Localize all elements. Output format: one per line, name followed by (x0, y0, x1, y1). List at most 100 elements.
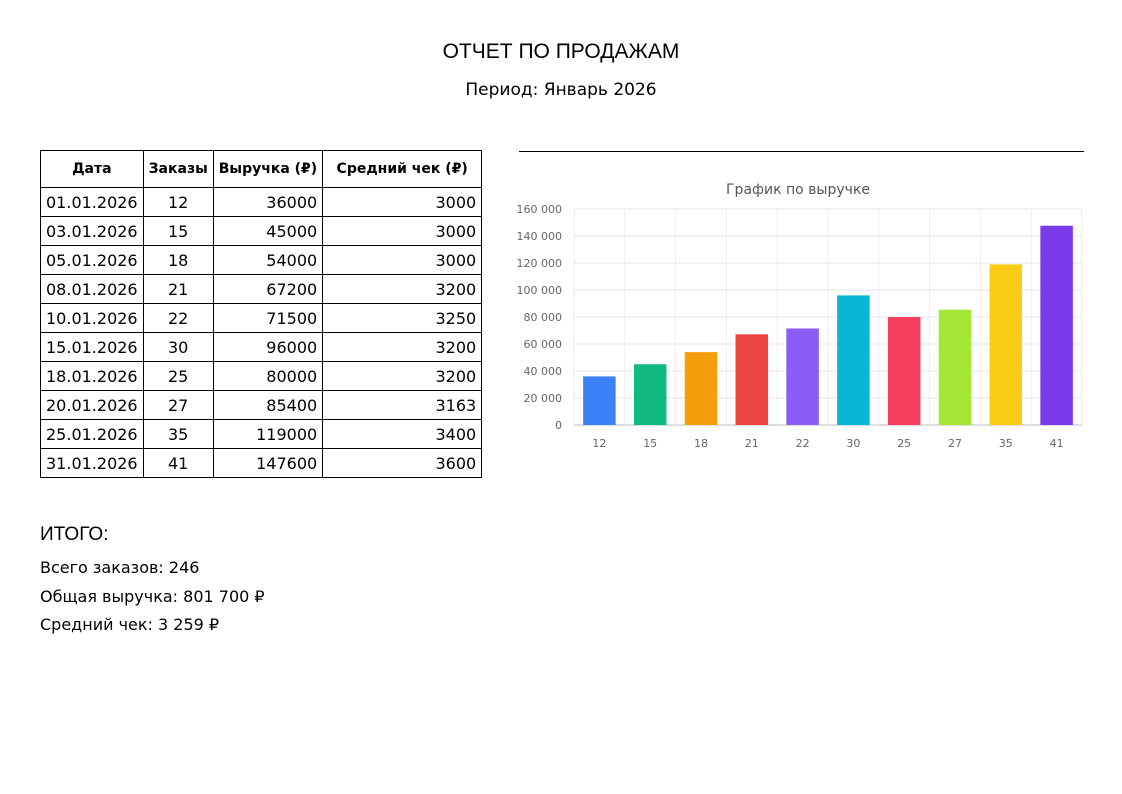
cell-average-check: 3250 (322, 303, 483, 333)
header-average-check: Средний чек (₽) (322, 150, 483, 188)
cell-date: 18.01.2026 (40, 361, 144, 391)
chart-bars (583, 225, 1073, 425)
bar-15 (633, 364, 667, 425)
cell-revenue: 119000 (212, 419, 324, 449)
cell-average-check: 3000 (322, 187, 483, 217)
cell-revenue: 67200 (212, 274, 324, 304)
bar-22 (786, 328, 819, 425)
bar-30 (837, 295, 870, 425)
chart-title: График по выручке (726, 182, 870, 198)
y-tick-label: 120 000 (517, 257, 563, 270)
table-row: 10.01.2026 22 71500 3250 (40, 303, 483, 333)
report-title: ОТЧЕТ ПО ПРОДАЖАМ (442, 40, 680, 63)
bar-25 (887, 317, 921, 425)
cell-date: 08.01.2026 (40, 274, 144, 304)
chart-grid (573, 208, 1083, 426)
chart-y-axis: 0 20 000 40 000 60 000 80 000 100 000 120 000 1… (517, 203, 563, 432)
y-tick-label: 0 (555, 419, 562, 432)
cell-revenue: 85400 (212, 390, 324, 420)
cell-revenue: 36000 (212, 187, 324, 217)
cell-date: 03.01.2026 (40, 216, 144, 246)
table-row: 15.01.2026 30 96000 3200 (40, 332, 483, 362)
summary-total-orders: Всего заказов: 246 (40, 558, 200, 577)
cell-average-check: 3200 (322, 361, 483, 391)
cell-orders: 25 (142, 361, 214, 391)
bar-18 (684, 352, 718, 425)
cell-orders: 22 (142, 303, 214, 333)
bar-12 (583, 376, 616, 425)
cell-orders: 27 (142, 390, 214, 420)
cell-orders: 30 (142, 332, 214, 362)
y-tick-label: 80 000 (524, 311, 563, 324)
table-row: 08.01.2026 21 67200 3200 (40, 274, 483, 304)
x-tick-label: 41 (1050, 437, 1064, 450)
table-body: 01.01.2026 12 36000 3000 03.01.2026 15 45000 30… (40, 187, 483, 478)
x-tick-label: 15 (643, 437, 657, 450)
header-orders: Заказы (142, 150, 214, 188)
table-row: 18.01.2026 25 80000 3200 (40, 361, 483, 391)
x-tick-label: 22 (796, 437, 810, 450)
cell-average-check: 3000 (322, 245, 483, 275)
y-tick-label: 20 000 (524, 392, 563, 405)
cell-orders: 15 (142, 216, 214, 246)
cell-revenue: 71500 (212, 303, 324, 333)
cell-date: 31.01.2026 (40, 448, 144, 478)
summary-block: ИТОГО: Всего заказов: 246 Общая выручка:… (40, 524, 265, 640)
cell-orders: 21 (142, 274, 214, 304)
cell-revenue: 54000 (212, 245, 324, 275)
x-tick-label: 27 (948, 437, 962, 450)
cell-date: 01.01.2026 (40, 187, 144, 217)
cell-average-check: 3163 (322, 390, 483, 420)
cell-date: 25.01.2026 (40, 419, 144, 449)
x-tick-label: 21 (745, 437, 759, 450)
cell-date: 20.01.2026 (40, 390, 144, 420)
cell-orders: 35 (142, 419, 214, 449)
table-row: 05.01.2026 18 54000 3000 (40, 245, 483, 275)
bar-27 (938, 309, 972, 425)
cell-average-check: 3200 (322, 332, 483, 362)
revenue-bar-chart: График по выручке 0 20 000 40 000 60 000 80 … (517, 182, 1083, 450)
table-row: 20.01.2026 27 85400 3163 (40, 390, 483, 420)
sales-table: Дата Заказы Выручка (₽) Средний чек (₽) … (40, 150, 483, 478)
bar-41 (1040, 225, 1073, 425)
cell-date: 10.01.2026 (40, 303, 144, 333)
y-tick-label: 160 000 (517, 203, 563, 216)
y-tick-label: 60 000 (524, 338, 563, 351)
cell-orders: 12 (142, 187, 214, 217)
cell-orders: 41 (142, 448, 214, 478)
cell-revenue: 96000 (212, 332, 324, 362)
cell-revenue: 45000 (212, 216, 324, 246)
report-period: Период: Январь 2026 (465, 80, 657, 100)
table-row: 31.01.2026 41 147600 3600 (40, 448, 483, 478)
cell-revenue: 80000 (212, 361, 324, 391)
summary-total-revenue: Общая выручка: 801 700 ₽ (40, 586, 265, 606)
cell-average-check: 3400 (322, 419, 483, 449)
x-tick-label: 30 (846, 437, 860, 450)
y-tick-label: 40 000 (524, 365, 563, 378)
header-revenue: Выручка (₽) (212, 150, 324, 188)
cell-date: 05.01.2026 (40, 245, 144, 275)
summary-title: ИТОГО: (40, 524, 109, 545)
cell-average-check: 3000 (322, 216, 483, 246)
y-tick-label: 140 000 (517, 230, 563, 243)
cell-average-check: 3200 (322, 274, 483, 304)
header-date: Дата (40, 150, 144, 188)
cell-average-check: 3600 (322, 448, 483, 478)
cell-revenue: 147600 (212, 448, 324, 478)
table-row: 01.01.2026 12 36000 3000 (40, 187, 483, 217)
bar-35 (989, 264, 1023, 425)
y-tick-label: 100 000 (517, 284, 563, 297)
x-tick-label: 25 (897, 437, 911, 450)
x-tick-label: 12 (592, 437, 606, 450)
table-header-row: Дата Заказы Выручка (₽) Средний чек (₽) (40, 150, 483, 188)
summary-average-check: Средний чек: 3 259 ₽ (40, 615, 220, 634)
x-tick-label: 18 (694, 437, 708, 450)
chart-x-axis: 12 15 18 21 22 30 25 27 35 41 (592, 437, 1063, 450)
table-row: 03.01.2026 15 45000 3000 (40, 216, 483, 246)
table-row: 25.01.2026 35 119000 3400 (40, 419, 483, 449)
x-tick-label: 35 (999, 437, 1013, 450)
cell-orders: 18 (142, 245, 214, 275)
chart-divider (519, 151, 1084, 152)
bar-21 (735, 334, 769, 425)
cell-date: 15.01.2026 (40, 332, 144, 362)
